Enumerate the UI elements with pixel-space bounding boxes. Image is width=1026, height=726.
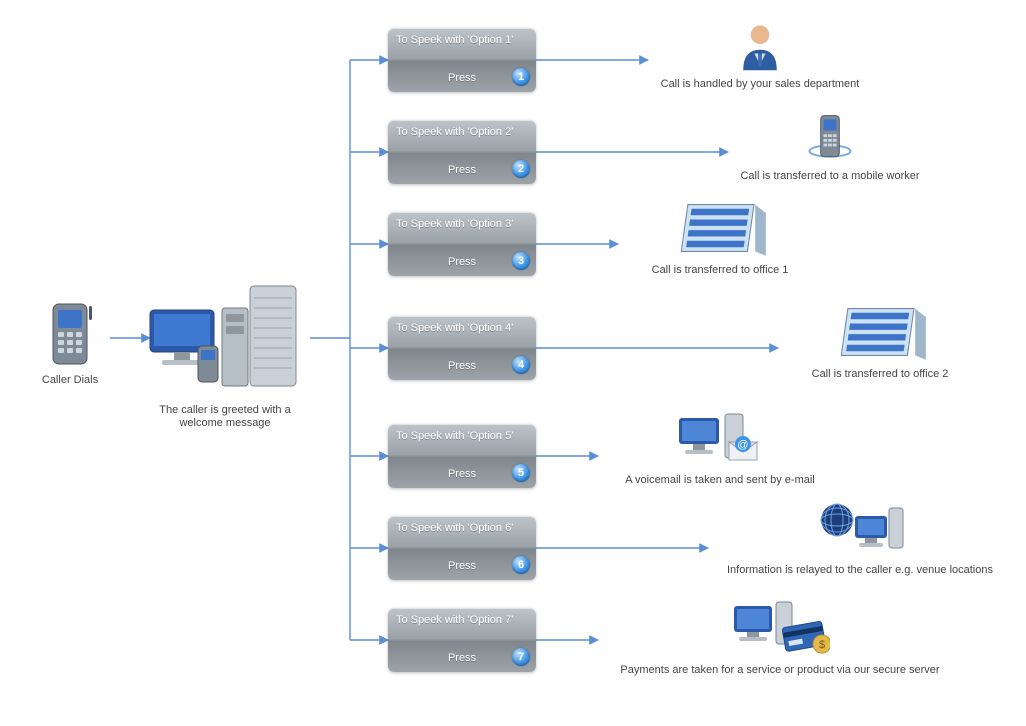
option-number-badge: 1 bbox=[512, 68, 530, 86]
paypc-icon: $ bbox=[590, 600, 970, 660]
outcome-node-3: Call is transferred to office 1 bbox=[610, 196, 830, 277]
outcome-node-4: Call is transferred to office 2 bbox=[770, 300, 990, 381]
welcome-message-node: The caller is greeted with a welcome mes… bbox=[140, 280, 310, 429]
outcome-label: Call is transferred to a mobile worker bbox=[720, 170, 940, 183]
person-icon bbox=[640, 18, 880, 74]
option-title: To Speek with 'Option 3' bbox=[396, 218, 528, 230]
outcome-label: Call is handled by your sales department bbox=[640, 78, 880, 91]
option-box-5: To Speek with 'Option 5'Press5 bbox=[388, 424, 536, 488]
option-number-badge: 3 bbox=[512, 252, 530, 270]
outcome-node-2: Call is transferred to a mobile worker bbox=[720, 110, 940, 183]
outcome-label: Information is relayed to the caller e.g… bbox=[700, 564, 1020, 577]
outcome-node-7: $ Payments are taken for a service or pro… bbox=[590, 600, 970, 677]
option-box-6: To Speek with 'Option 6'Press6 bbox=[388, 516, 536, 580]
option-title: To Speek with 'Option 7' bbox=[396, 614, 528, 626]
server-workstation-icon bbox=[140, 280, 310, 400]
option-number-badge: 5 bbox=[512, 464, 530, 482]
option-title: To Speek with 'Option 5' bbox=[396, 430, 528, 442]
option-number-badge: 7 bbox=[512, 648, 530, 666]
option-number-badge: 2 bbox=[512, 160, 530, 178]
option-box-2: To Speek with 'Option 2'Press2 bbox=[388, 120, 536, 184]
mobile-icon bbox=[720, 110, 940, 166]
mailpc-icon: @ bbox=[590, 410, 850, 470]
option-box-3: To Speek with 'Option 3'Press3 bbox=[388, 212, 536, 276]
outcome-node-5: @ A voicemail is taken and sent by e-mail bbox=[590, 410, 850, 487]
option-title: To Speek with 'Option 6' bbox=[396, 522, 528, 534]
option-title: To Speek with 'Option 4' bbox=[396, 322, 528, 334]
caller-dials-label: Caller Dials bbox=[30, 374, 110, 387]
option-title: To Speek with 'Option 1' bbox=[396, 34, 528, 46]
outcome-label: Call is transferred to office 1 bbox=[610, 264, 830, 277]
outcome-node-6: Information is relayed to the caller e.g… bbox=[700, 500, 1020, 577]
globepc-icon bbox=[700, 500, 1020, 560]
outcome-label: A voicemail is taken and sent by e-mail bbox=[590, 474, 850, 487]
option-number-badge: 6 bbox=[512, 556, 530, 574]
office-icon bbox=[610, 196, 830, 260]
outcome-node-1: Call is handled by your sales department bbox=[640, 18, 880, 91]
outcome-label: Payments are taken for a service or prod… bbox=[590, 664, 970, 677]
outcome-label: Call is transferred to office 2 bbox=[770, 368, 990, 381]
option-box-1: To Speek with 'Option 1'Press1 bbox=[388, 28, 536, 92]
phone-icon bbox=[30, 300, 110, 370]
svg-text:$: $ bbox=[819, 639, 825, 651]
option-title: To Speek with 'Option 2' bbox=[396, 126, 528, 138]
office-icon bbox=[770, 300, 990, 364]
option-number-badge: 4 bbox=[512, 356, 530, 374]
caller-dials-node: Caller Dials bbox=[30, 300, 110, 387]
option-box-4: To Speek with 'Option 4'Press4 bbox=[388, 316, 536, 380]
svg-text:@: @ bbox=[737, 439, 748, 451]
option-box-7: To Speek with 'Option 7'Press7 bbox=[388, 608, 536, 672]
welcome-message-label: The caller is greeted with a welcome mes… bbox=[145, 404, 305, 429]
